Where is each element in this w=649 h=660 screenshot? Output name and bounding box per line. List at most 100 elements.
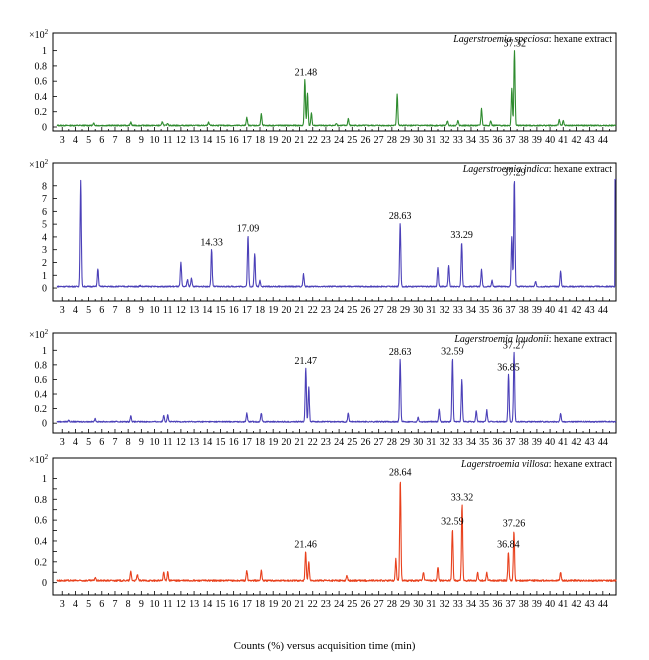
x-tick-label: 44 [598, 305, 608, 316]
peak-label: 32.59 [441, 516, 464, 527]
x-tick-label: 17 [242, 437, 252, 448]
x-tick-label: 37 [506, 305, 516, 316]
peak-label: 28.63 [389, 347, 412, 358]
x-tick-label: 26 [360, 599, 370, 610]
plot-frame [52, 162, 617, 302]
x-tick-label: 43 [585, 437, 595, 448]
x-tick-label: 4 [73, 305, 78, 316]
panel-2: ×102 Lagerstroemia indica: hexane extract… [29, 158, 617, 316]
y-tick-label: 1 [42, 474, 47, 485]
x-tick-label: 42 [571, 437, 581, 448]
x-tick-label: 24 [334, 437, 344, 448]
x-tick-label: 29 [400, 599, 410, 610]
y-tick-label: 8 [42, 181, 47, 192]
x-tick-label: 44 [598, 135, 608, 146]
peak-label: 14.33 [200, 238, 223, 249]
x-tick-label: 25 [347, 135, 357, 146]
peak-label: 17.09 [237, 224, 260, 235]
y-tick-label: 0 [42, 123, 47, 134]
x-tick-label: 30 [413, 599, 423, 610]
x-tick-label: 14 [202, 437, 212, 448]
y-tick-label: 6 [42, 207, 47, 218]
x-tick-label: 8 [126, 599, 131, 610]
x-tick-label: 19 [268, 437, 278, 448]
x-tick-label: 44 [598, 437, 608, 448]
x-tick-label: 29 [400, 305, 410, 316]
x-tick-label: 34 [466, 135, 476, 146]
x-tick-label: 23 [321, 135, 331, 146]
x-tick-label: 40 [545, 437, 555, 448]
x-tick-label: 9 [139, 135, 144, 146]
x-tick-label: 31 [426, 135, 436, 146]
panel-3: ×102 Lagerstroemia loudonii: hexane extra… [29, 328, 617, 448]
x-tick-label: 35 [479, 305, 489, 316]
x-tick-label: 28 [387, 437, 397, 448]
peak-label: 36.84 [497, 539, 520, 550]
x-tick-label: 35 [479, 599, 489, 610]
x-tick-label: 6 [99, 135, 104, 146]
y-tick-label: 0.8 [35, 495, 48, 506]
y-tick-label: 0.6 [35, 516, 48, 527]
x-tick-label: 28 [387, 135, 397, 146]
x-tick-label: 19 [268, 305, 278, 316]
x-tick-label: 37 [506, 135, 516, 146]
x-tick-label: 9 [139, 437, 144, 448]
x-tick-label: 11 [163, 599, 173, 610]
x-tick-label: 6 [99, 437, 104, 448]
x-tick-label: 7 [112, 135, 117, 146]
x-tick-label: 11 [163, 305, 173, 316]
x-tick-label: 3 [60, 135, 65, 146]
x-tick-label: 30 [413, 305, 423, 316]
chromatogram-trace [56, 351, 617, 423]
panel-4: ×102 Lagerstroemia villosa: hexane extrac… [29, 453, 617, 610]
x-tick-label: 9 [139, 305, 144, 316]
x-tick-label: 28 [387, 599, 397, 610]
x-tick-label: 18 [255, 599, 265, 610]
x-tick-label: 39 [532, 135, 542, 146]
x-tick-label: 7 [112, 437, 117, 448]
x-tick-label: 36 [492, 599, 502, 610]
x-tick-label: 24 [334, 599, 344, 610]
x-tick-label: 34 [466, 437, 476, 448]
x-tick-label: 36 [492, 135, 502, 146]
x-tick-label: 20 [281, 135, 291, 146]
x-tick-label: 43 [585, 599, 595, 610]
y-tick-label: 0.2 [35, 557, 48, 568]
panel-title: Lagerstroemia loudonii: hexane extract [453, 334, 612, 345]
x-tick-label: 13 [189, 305, 199, 316]
x-tick-label: 12 [176, 599, 186, 610]
x-tick-label: 7 [112, 599, 117, 610]
x-tick-label: 25 [347, 599, 357, 610]
x-tick-label: 13 [189, 599, 199, 610]
x-tick-label: 40 [545, 599, 555, 610]
y-tick-label: 0 [42, 284, 47, 295]
x-tick-label: 19 [268, 599, 278, 610]
x-tick-label: 8 [126, 437, 131, 448]
x-tick-label: 36 [492, 305, 502, 316]
peak-label: 37.27 [503, 340, 526, 351]
x-tick-label: 38 [519, 305, 529, 316]
x-tick-label: 29 [400, 437, 410, 448]
y-tick-label: 1 [42, 46, 47, 57]
x-tick-label: 32 [440, 135, 450, 146]
panel-title: Lagerstroemia speciosa: hexane extract [452, 34, 612, 45]
y-multiplier-label: ×102 [29, 158, 49, 171]
y-tick-label: 3 [42, 245, 47, 256]
x-tick-label: 42 [571, 135, 581, 146]
y-tick-label: 0 [42, 578, 47, 589]
x-tick-label: 38 [519, 437, 529, 448]
panel-title: Lagerstroemia villosa: hexane extract [460, 459, 612, 470]
x-tick-label: 18 [255, 305, 265, 316]
x-tick-label: 6 [99, 305, 104, 316]
x-tick-label: 10 [150, 437, 160, 448]
chromatogram-panels: ×102 Lagerstroemia speciosa: hexane extra… [29, 28, 617, 610]
x-tick-label: 26 [360, 135, 370, 146]
peak-label: 33.29 [450, 230, 473, 241]
x-tick-label: 34 [466, 305, 476, 316]
x-tick-label: 15 [215, 437, 225, 448]
x-tick-label: 38 [519, 599, 529, 610]
x-tick-label: 11 [163, 437, 173, 448]
x-tick-label: 21 [295, 135, 305, 146]
x-tick-label: 38 [519, 135, 529, 146]
x-tick-label: 27 [374, 437, 384, 448]
